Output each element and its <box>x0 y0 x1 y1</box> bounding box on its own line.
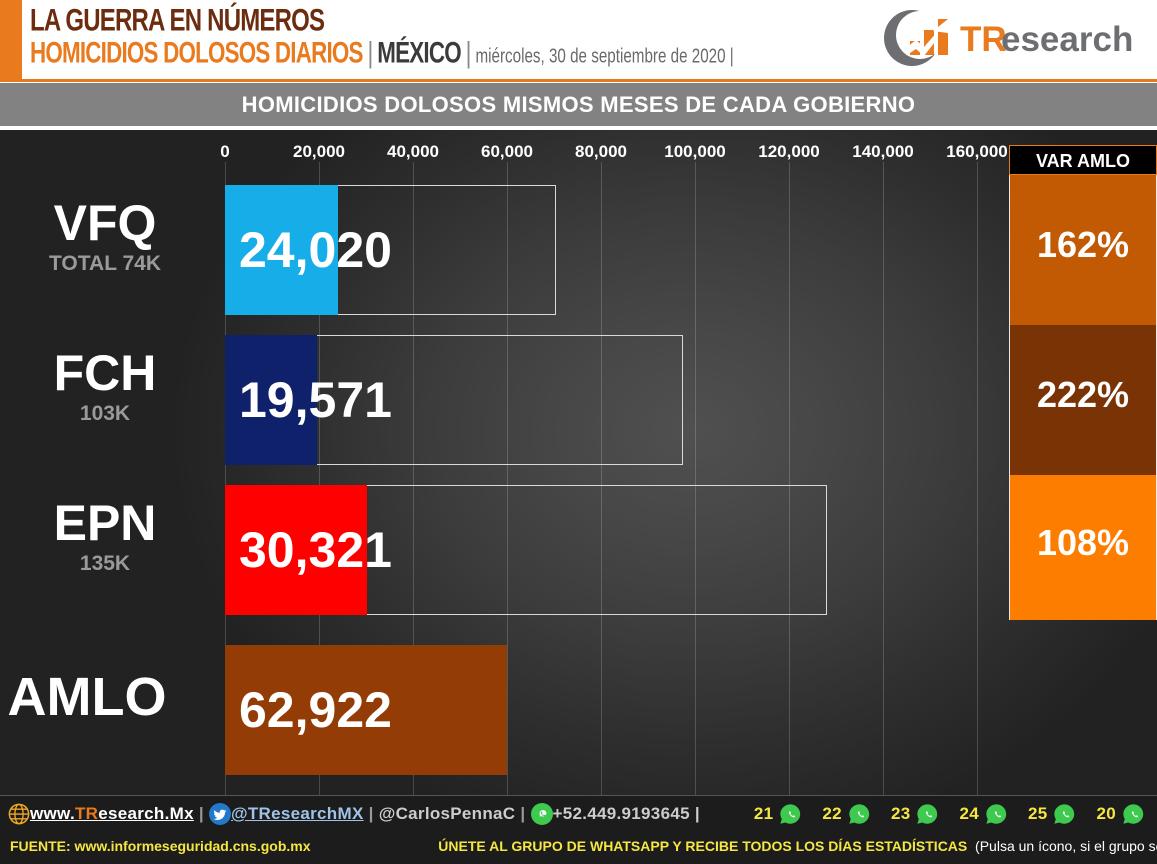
svg-text:esearch: esearch <box>1001 20 1133 59</box>
svg-text:TR: TR <box>960 20 1007 59</box>
